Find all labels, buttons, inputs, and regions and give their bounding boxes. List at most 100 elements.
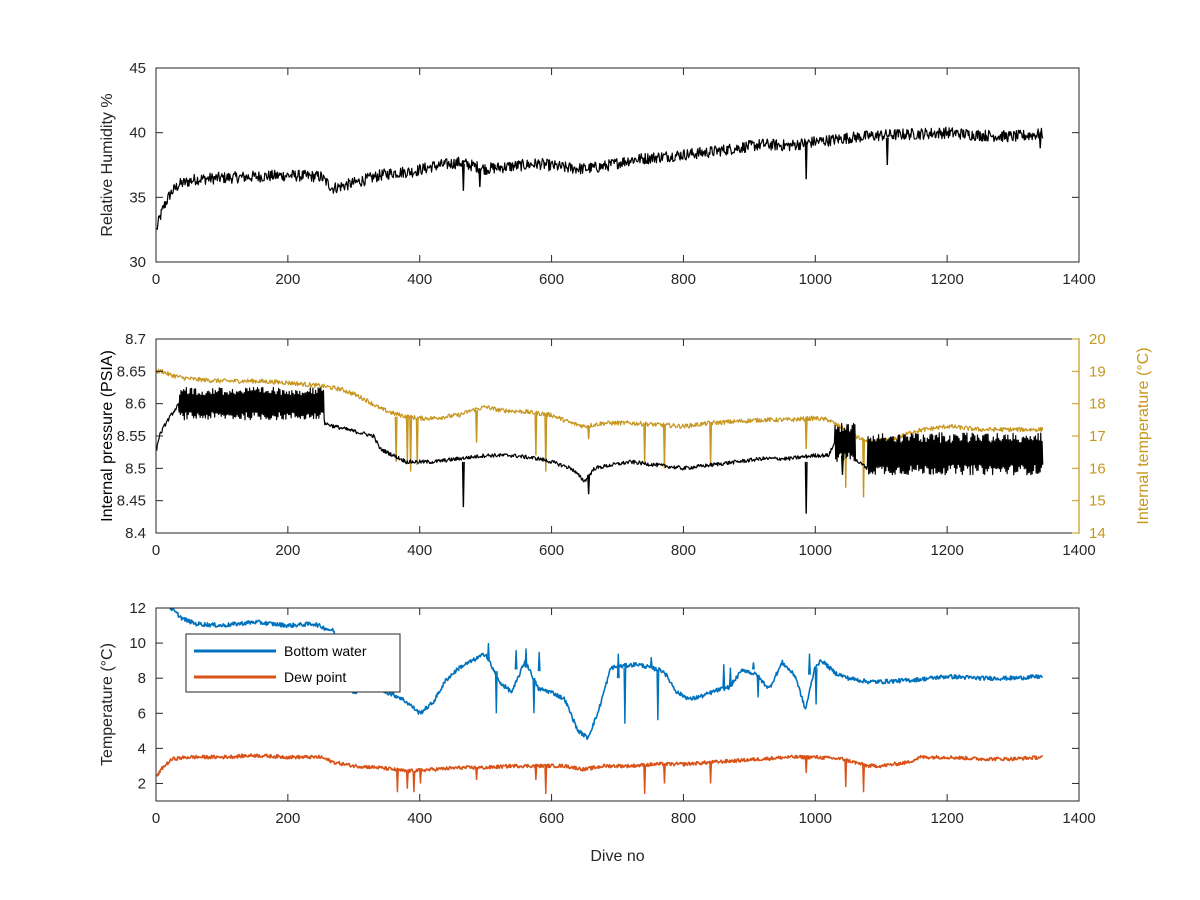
pressure-series-1-spike bbox=[415, 418, 419, 466]
temperature-y-tick-label: 8 bbox=[138, 670, 146, 687]
humidity-y-tick-label: 30 bbox=[129, 254, 146, 271]
pressure-series-0-spike bbox=[840, 455, 844, 475]
humidity-axes-frame bbox=[155, 67, 1080, 263]
humidity-y-tick-label: 45 bbox=[129, 60, 146, 77]
bottom-water-spike bbox=[751, 662, 755, 670]
temperature-x-tick-label: 200 bbox=[275, 810, 300, 827]
bottom-water-spike bbox=[623, 667, 627, 724]
pressure-series-1-spike bbox=[804, 419, 808, 449]
humidity-plot-area bbox=[156, 126, 1044, 230]
humidity-series-0-spike bbox=[804, 141, 808, 180]
pressure-series-1-spike bbox=[534, 413, 538, 456]
pressure-x-tick-label: 200 bbox=[275, 542, 300, 559]
dew-point-spike bbox=[534, 765, 538, 780]
pressure-temperature-panel: 0 200 400 600 800 1000 1200 1400 8.4 8.45 8.5 8.55 8… bbox=[99, 331, 1152, 559]
dew-point-spike bbox=[395, 769, 399, 793]
dew-point-spike bbox=[419, 769, 423, 784]
dive-no-x-axis-label: Dive no bbox=[590, 848, 644, 865]
dew-point-spike bbox=[412, 771, 416, 793]
dew-point-spike bbox=[804, 757, 808, 773]
humidity-x-tick-label: 800 bbox=[671, 271, 696, 288]
temperature-y-tick-label: 6 bbox=[138, 705, 146, 722]
humidity-x-tick-label: 400 bbox=[407, 271, 432, 288]
temperature-panel: 0 200 400 600 800 1000 1200 1400 2 4 6 8 10 12 Temper… bbox=[99, 600, 1096, 865]
temperature-ticks: 0 200 400 600 800 1000 1200 1400 2 4 6 8 10 12 bbox=[129, 600, 1095, 827]
humidity-series-0-spike bbox=[478, 168, 482, 188]
humidity-y-tick-label: 35 bbox=[129, 189, 146, 206]
legend-box bbox=[185, 633, 401, 693]
temperature-x-tick-label: 1200 bbox=[930, 810, 963, 827]
bottom-water-spike bbox=[807, 653, 811, 675]
pressure-series-1-spike bbox=[405, 416, 409, 462]
internal-temperature-y-axis-label: Internal temperature (°C) bbox=[1135, 347, 1152, 524]
pressure-series-0-spike bbox=[804, 461, 808, 514]
pressure-y-tick-label: 8.65 bbox=[117, 363, 146, 380]
pressure-series-1-spike bbox=[862, 439, 866, 498]
temperature-x-tick-label: 400 bbox=[407, 810, 432, 827]
right-y-tick-label: 14 bbox=[1089, 525, 1106, 542]
pressure-x-tick-label: 1200 bbox=[930, 542, 963, 559]
bottom-water-spike bbox=[537, 651, 541, 672]
right-y-tick-label: 16 bbox=[1089, 460, 1106, 477]
humidity-series-layer bbox=[156, 126, 1044, 230]
dew-point-spike bbox=[844, 758, 848, 787]
bottom-water-spike bbox=[722, 664, 726, 689]
humidity-x-tick-label: 1400 bbox=[1062, 271, 1095, 288]
humidity-ticks: 0 200 400 600 800 1000 1200 1400 30 35 40 45 bbox=[129, 60, 1095, 288]
temperature-x-tick-label: 0 bbox=[152, 810, 160, 827]
bottom-water-spike bbox=[649, 657, 653, 668]
bottom-water-spike bbox=[656, 671, 660, 721]
right-y-tick-label: 19 bbox=[1089, 363, 1106, 380]
pressure-series-1-spike bbox=[587, 426, 591, 440]
bottom-water-spike bbox=[494, 671, 498, 714]
pressure-series-0-spike bbox=[461, 461, 465, 508]
temperature-legend: Bottom water Dew point bbox=[185, 633, 401, 693]
temperature-x-tick-label: 1400 bbox=[1062, 810, 1095, 827]
pressure-x-tick-label: 600 bbox=[539, 542, 564, 559]
humidity-panel: 0 200 400 600 800 1000 1200 1400 30 35 40 45 Relati… bbox=[99, 60, 1096, 288]
bottom-water-spike bbox=[532, 678, 536, 714]
bottom-water-spike bbox=[524, 648, 528, 668]
pressure-y-tick-label: 8.4 bbox=[125, 525, 146, 542]
pressure-ticks: 0 200 400 600 800 1000 1200 1400 8.4 8.45 8.5 8.55 8… bbox=[117, 331, 1106, 559]
temperature-y-tick-label: 2 bbox=[138, 775, 146, 792]
legend-label-dew-point: Dew point bbox=[284, 669, 346, 685]
legend-label-bottom-water: Bottom water bbox=[284, 643, 367, 659]
humidity-x-tick-label: 1200 bbox=[930, 271, 963, 288]
humidity-x-tick-label: 1000 bbox=[799, 271, 832, 288]
humidity-series-0-spike bbox=[461, 163, 465, 191]
temperature-x-tick-label: 800 bbox=[671, 810, 696, 827]
pressure-y-tick-label: 8.5 bbox=[125, 460, 146, 477]
humidity-x-tick-label: 200 bbox=[275, 271, 300, 288]
pressure-x-tick-label: 0 bbox=[152, 542, 160, 559]
pressure-x-tick-label: 800 bbox=[671, 542, 696, 559]
temperature-x-tick-label: 1000 bbox=[799, 810, 832, 827]
bottom-water-spike bbox=[728, 667, 732, 687]
temperature-y-tick-label: 12 bbox=[129, 600, 146, 617]
temperature-x-tick-label: 600 bbox=[539, 810, 564, 827]
dew-point-spike bbox=[662, 764, 666, 784]
humidity-series-0-spike bbox=[885, 137, 889, 166]
temperature-plot-area bbox=[156, 608, 1044, 794]
pressure-plot-area bbox=[156, 368, 1044, 514]
bottom-water-spike bbox=[814, 667, 818, 705]
pressure-series-1-line bbox=[156, 368, 1044, 445]
dew-point-spike bbox=[709, 762, 713, 784]
bottom-water-spike bbox=[616, 653, 620, 679]
humidity-x-tick-label: 600 bbox=[539, 271, 564, 288]
dew-point-line bbox=[156, 753, 1043, 777]
humidity-series-0-spike bbox=[1038, 133, 1042, 149]
humidity-x-tick-label: 0 bbox=[152, 271, 160, 288]
pressure-series-1-spike bbox=[409, 416, 413, 472]
temperature-series-layer bbox=[156, 608, 1044, 794]
bottom-water-spike bbox=[486, 643, 490, 661]
pressure-series-1-spike bbox=[475, 410, 479, 443]
dew-point-spike bbox=[643, 765, 647, 794]
pressure-y-tick-label: 8.6 bbox=[125, 396, 146, 413]
humidity-y-axis-label: Relative Humidity % bbox=[99, 93, 116, 236]
pressure-y-axis-label: Internal pressure (PSIA) bbox=[99, 350, 116, 522]
temperature-y-tick-label: 10 bbox=[129, 635, 146, 652]
right-y-tick-label: 20 bbox=[1089, 331, 1106, 348]
right-y-tick-label: 15 bbox=[1089, 493, 1106, 510]
